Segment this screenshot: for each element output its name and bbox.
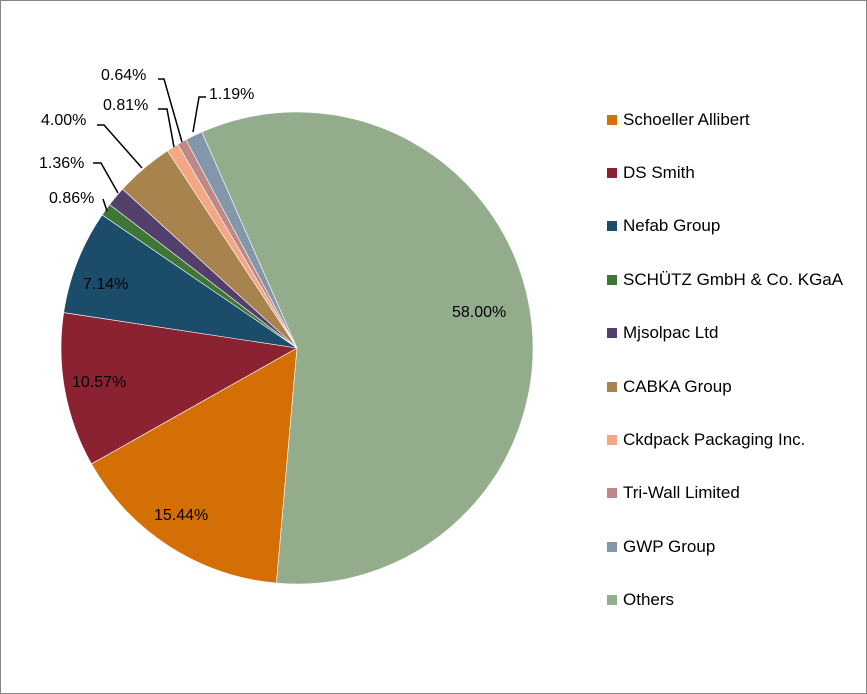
data-label: 0.81%: [103, 97, 148, 114]
leader-line: [93, 162, 119, 194]
legend-swatch: [607, 435, 617, 446]
legend-label: Mjsolpac Ltd: [623, 323, 719, 343]
legend-item: CABKA Group: [607, 360, 843, 413]
legend-item: Schoeller Allibert: [607, 93, 843, 146]
pie-slice-ds-smith: [60, 312, 298, 465]
leader-line: [102, 198, 108, 212]
data-label: 10.57%: [72, 374, 126, 391]
legend-item: Tri-Wall Limited: [607, 467, 843, 520]
pie-slice-nefab-group: [63, 214, 298, 349]
data-label: 1.19%: [209, 86, 254, 103]
data-label: 0.64%: [101, 67, 146, 84]
legend-label: GWP Group: [623, 536, 716, 556]
legend-swatch: [607, 274, 617, 285]
legend-swatch: [607, 221, 617, 232]
legend-swatch: [607, 541, 617, 552]
pie-slice-others: [201, 111, 534, 585]
legend-swatch: [607, 114, 617, 125]
leader-line: [97, 124, 143, 169]
legend-swatch: [607, 328, 617, 339]
legend-item: Others: [607, 574, 843, 627]
legend-label: Schoeller Allibert: [623, 109, 750, 129]
legend-item: SCHÜTZ GmbH & Co. KGaA: [607, 253, 843, 306]
data-label: 4.00%: [41, 112, 86, 129]
data-label: 58.00%: [452, 304, 506, 321]
legend-label: DS Smith: [623, 163, 695, 183]
legend-item: DS Smith: [607, 146, 843, 199]
data-label: 0.86%: [49, 190, 94, 207]
legend-label: CABKA Group: [623, 376, 732, 396]
pie-slice-schoeller-allibert: [91, 347, 298, 584]
data-label: 7.14%: [83, 276, 128, 293]
leader-line: [158, 108, 175, 148]
legend-swatch: [607, 488, 617, 499]
legend-label: Nefab Group: [623, 216, 721, 236]
legend-label: Others: [623, 590, 675, 610]
legend-swatch: [607, 381, 617, 392]
legend-item: Nefab Group: [607, 200, 843, 253]
legend-swatch: [607, 168, 617, 179]
legend-label: Tri-Wall Limited: [623, 483, 740, 503]
legend-item: GWP Group: [607, 520, 843, 573]
legend-label: Ckdpack Packaging Inc.: [623, 430, 806, 450]
legend-swatch: [607, 595, 617, 606]
legend-label: SCHÜTZ GmbH & Co. KGaA: [623, 269, 844, 289]
legend-item: Ckdpack Packaging Inc.: [607, 413, 843, 466]
leader-line: [192, 96, 206, 133]
legend-item: Mjsolpac Ltd: [607, 307, 843, 360]
data-label: 1.36%: [39, 155, 84, 172]
data-label: 15.44%: [154, 507, 208, 524]
legend: Schoeller Allibert DS Smith Nefab Group SCH…: [607, 93, 843, 627]
leader-line: [158, 78, 183, 143]
